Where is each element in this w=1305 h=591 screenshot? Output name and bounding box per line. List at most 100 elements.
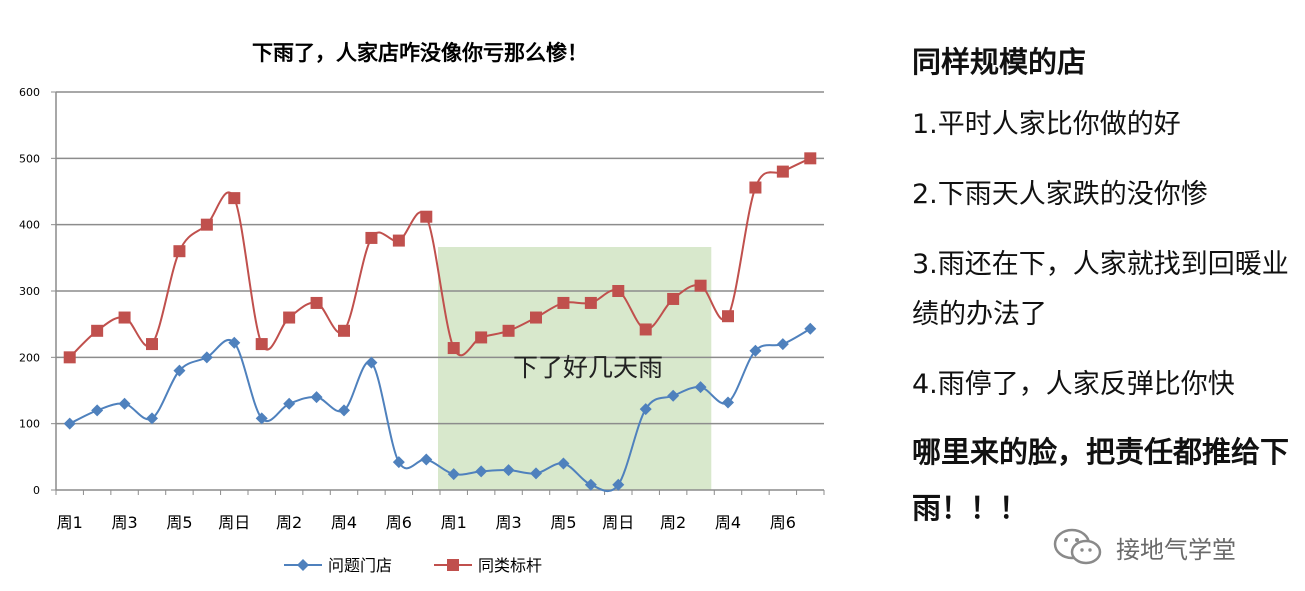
data-point <box>118 311 131 324</box>
series-problem-store <box>63 322 817 493</box>
commentary-conclusion: 哪里来的脸，把责任都推给下雨！！！ <box>912 435 1290 525</box>
commentary-point: 1.平时人家比你做的好 <box>912 109 1181 140</box>
data-point <box>118 397 131 410</box>
commentary-heading: 同样规模的店 <box>912 45 1087 79</box>
watermark-text: 接地气学堂 <box>1116 535 1236 564</box>
data-point <box>502 324 515 337</box>
data-point <box>365 356 378 369</box>
data-point <box>667 389 680 402</box>
commentary-panel: 同样规模的店 1.平时人家比你做的好 2.下雨天人家跌的没你惨 3.雨还在下，人… <box>912 38 1302 536</box>
legend-label: 同类标杆 <box>478 556 542 575</box>
data-point <box>530 311 542 324</box>
data-point <box>557 457 570 470</box>
data-point <box>420 453 433 466</box>
data-point <box>530 467 542 480</box>
data-point <box>173 364 186 377</box>
data-point <box>228 336 241 349</box>
data-point <box>173 245 186 258</box>
data-point <box>749 181 762 194</box>
y-tick-label: 600 <box>19 86 40 99</box>
data-point <box>283 397 296 410</box>
data-point <box>475 331 488 344</box>
rain-period-highlight <box>438 247 712 490</box>
data-point <box>475 465 488 478</box>
x-tick-label: 周3 <box>111 513 137 532</box>
data-point <box>804 152 817 165</box>
y-tick-label: 500 <box>19 152 40 165</box>
square-marker-icon <box>447 559 459 571</box>
data-point <box>310 391 323 404</box>
data-point <box>338 404 350 417</box>
data-point <box>694 381 707 394</box>
data-point <box>228 192 241 205</box>
data-point <box>91 404 104 417</box>
x-tick-label: 周4 <box>715 513 741 532</box>
data-point <box>310 296 323 309</box>
commentary-point: 3.雨还在下，人家就找到回暖业绩的办法了 <box>912 249 1289 330</box>
y-tick-label: 200 <box>19 351 40 364</box>
data-point <box>612 285 625 297</box>
data-point <box>502 464 515 477</box>
y-tick-label: 0 <box>33 484 40 497</box>
gridlines <box>56 91 824 425</box>
series-line <box>69 157 811 359</box>
data-point <box>804 322 817 335</box>
x-tick-label: 周1 <box>441 513 467 532</box>
series-lines <box>63 152 817 493</box>
data-point <box>584 478 597 491</box>
x-tick-label: 周5 <box>166 513 192 532</box>
line-chart: 下雨了，人家店咋没像你亏那么惨！ 0 100 200 300 400 500 600 周1 周… <box>19 41 825 575</box>
y-tick-label: 100 <box>19 418 40 431</box>
chart-title: 下雨了，人家店咋没像你亏那么惨！ <box>252 41 588 65</box>
x-tick-label: 周2 <box>660 513 686 532</box>
x-tick-label: 周6 <box>770 513 796 532</box>
data-point <box>420 210 433 223</box>
legend-item-problem-store: 问题门店 <box>284 556 392 575</box>
legend-label: 问题门店 <box>328 556 392 575</box>
y-tick-label: 400 <box>19 219 40 232</box>
commentary-point: 4.雨停了，人家反弹比你快 <box>912 369 1235 400</box>
data-point <box>447 342 460 355</box>
data-point <box>749 344 762 357</box>
data-point <box>776 338 789 351</box>
x-tick-label: 周5 <box>550 513 576 532</box>
data-point <box>392 234 405 247</box>
data-point <box>146 412 158 425</box>
data-point <box>392 456 405 469</box>
x-tick-label: 周1 <box>57 513 83 532</box>
diamond-marker-icon <box>297 559 309 571</box>
data-point <box>584 296 597 309</box>
data-point <box>639 403 652 416</box>
data-point <box>776 165 789 178</box>
legend: 问题门店 同类标杆 <box>284 556 542 575</box>
x-tick-label: 周4 <box>331 513 357 532</box>
data-point <box>255 338 268 351</box>
commentary-point: 2.下雨天人家跌的没你惨 <box>912 179 1208 210</box>
data-point <box>557 296 570 309</box>
series-benchmark-store <box>63 152 817 364</box>
data-point <box>694 279 707 292</box>
rain-annotation: 下了好几天雨 <box>513 353 663 382</box>
x-tick-label: 周3 <box>495 513 521 532</box>
data-point <box>722 396 734 409</box>
x-tick-label: 周6 <box>386 513 412 532</box>
data-point <box>146 338 158 351</box>
data-point <box>283 311 296 324</box>
x-tick-label: 周日 <box>218 513 250 532</box>
data-point <box>338 324 350 337</box>
y-axis-ticks: 0 100 200 300 400 500 600 <box>19 86 57 497</box>
data-point <box>639 323 652 336</box>
x-tick-label: 周2 <box>276 513 302 532</box>
data-point <box>63 417 76 430</box>
y-tick-label: 300 <box>19 285 40 298</box>
series-line <box>69 327 811 493</box>
data-point <box>722 310 734 323</box>
data-point <box>200 351 213 364</box>
data-point <box>91 324 104 337</box>
watermark: 接地气学堂 <box>1052 525 1236 569</box>
data-point <box>667 292 680 305</box>
data-point <box>63 351 76 364</box>
data-point <box>612 478 625 491</box>
x-tick-label: 周日 <box>602 513 634 532</box>
data-point <box>255 412 268 425</box>
